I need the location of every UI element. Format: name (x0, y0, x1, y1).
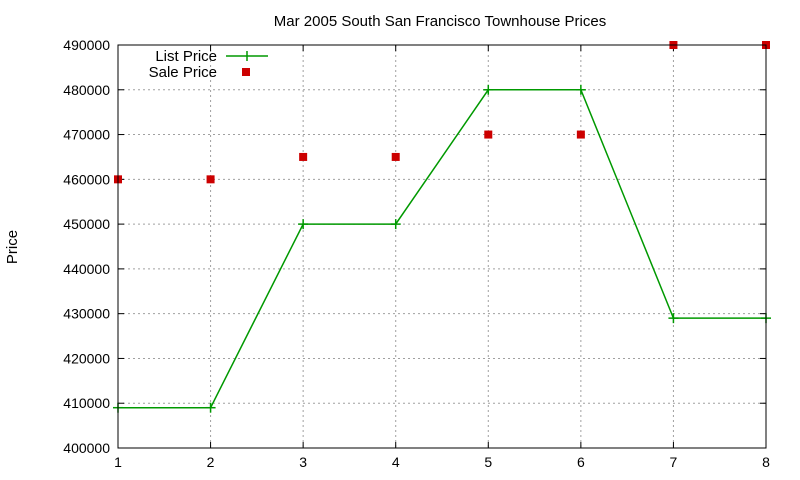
x-tick-label: 2 (207, 454, 215, 470)
y-tick-label: 410000 (63, 395, 110, 411)
legend: List Price Sale Price (149, 48, 268, 81)
axis-ticks (117, 44, 767, 449)
x-tick-label: 1 (114, 454, 122, 470)
y-axis-label: Price (4, 230, 21, 264)
x-tick-label: 5 (484, 454, 492, 470)
y-tick-label: 480000 (63, 82, 110, 98)
y-tick-label: 490000 (63, 37, 110, 53)
x-tick-label: 6 (577, 454, 585, 470)
list-price-line (118, 89, 766, 409)
sale-price-point (576, 130, 585, 139)
x-tick-label: 7 (670, 454, 678, 470)
sale-price-point (206, 175, 215, 184)
list-price-point (668, 313, 679, 324)
x-tick-label: 3 (299, 454, 307, 470)
y-tick-label: 420000 (63, 350, 110, 366)
plot-frame (117, 44, 767, 449)
list-price-point (575, 84, 586, 95)
sale-price-point (391, 152, 400, 161)
chart-series (113, 41, 771, 413)
x-tick-label: 8 (762, 454, 770, 470)
x-tick-labels: 1 2 3 4 5 6 7 8 (114, 454, 770, 470)
x-tick-label: 4 (392, 454, 400, 470)
list-price-point (298, 219, 309, 230)
y-tick-label: 470000 (63, 127, 110, 143)
sale-price-point (484, 130, 493, 139)
y-tick-label: 450000 (63, 216, 110, 232)
y-tick-label: 430000 (63, 306, 110, 322)
list-price-point (390, 219, 401, 230)
y-tick-labels: 400000 410000 420000 430000 440000 450000 4600… (63, 37, 110, 456)
legend-swatch-sale-price (242, 68, 250, 76)
grid-lines (118, 45, 766, 448)
legend-label-sale-price: Sale Price (149, 64, 217, 81)
chart-title: Mar 2005 South San Francisco Townhouse P… (274, 13, 606, 30)
y-tick-label: 400000 (63, 440, 110, 456)
sale-price-point (299, 152, 308, 161)
legend-label-list-price: List Price (155, 48, 217, 65)
y-tick-label: 440000 (63, 261, 110, 277)
y-tick-label: 460000 (63, 171, 110, 187)
list-price-point (483, 84, 494, 95)
list-price-point (205, 402, 216, 413)
